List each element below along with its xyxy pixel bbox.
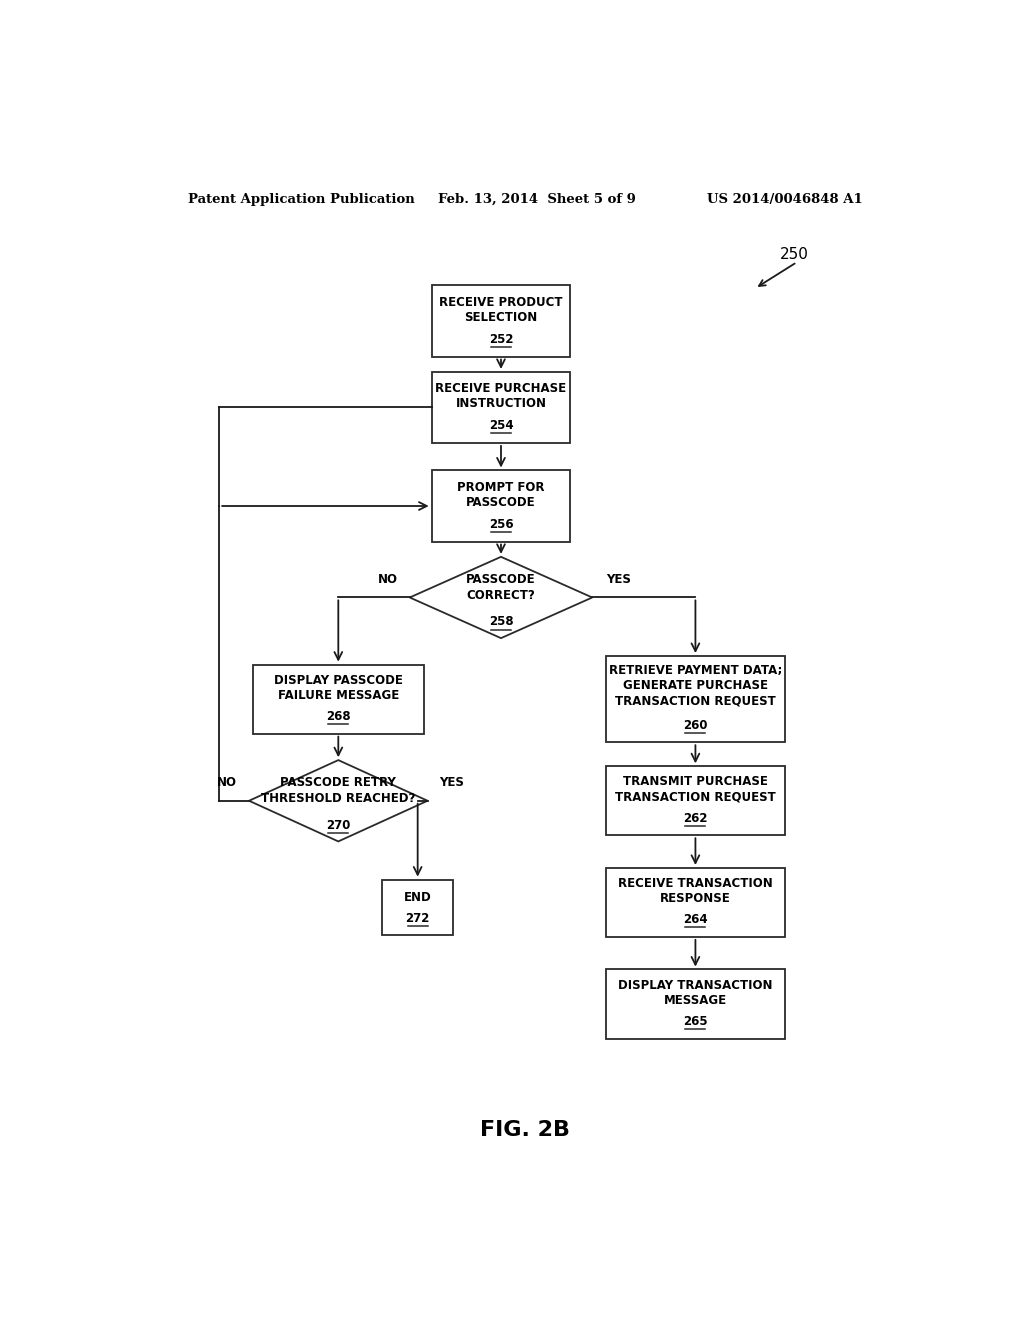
Text: Feb. 13, 2014  Sheet 5 of 9: Feb. 13, 2014 Sheet 5 of 9 [437, 193, 635, 206]
Text: 262: 262 [683, 812, 708, 825]
Text: YES: YES [439, 776, 464, 789]
Text: 256: 256 [488, 517, 513, 531]
Text: FIG. 2B: FIG. 2B [480, 1121, 569, 1140]
Text: 270: 270 [326, 818, 350, 832]
Text: 268: 268 [326, 710, 350, 723]
Polygon shape [249, 760, 428, 841]
Text: DISPLAY TRANSACTION
MESSAGE: DISPLAY TRANSACTION MESSAGE [618, 978, 773, 1007]
Bar [431, 285, 570, 356]
Text: 272: 272 [406, 912, 430, 924]
Text: RETRIEVE PAYMENT DATA;
GENERATE PURCHASE
TRANSACTION REQUEST: RETRIEVE PAYMENT DATA; GENERATE PURCHASE… [608, 664, 782, 708]
Polygon shape [410, 557, 592, 638]
Text: END: END [403, 891, 431, 904]
Bar [253, 664, 424, 734]
Text: 252: 252 [488, 333, 513, 346]
Text: NO: NO [217, 776, 237, 789]
Text: PASSCODE RETRY
THRESHOLD REACHED?: PASSCODE RETRY THRESHOLD REACHED? [261, 776, 416, 805]
Text: 250: 250 [780, 247, 809, 263]
Text: 265: 265 [683, 1015, 708, 1028]
Text: DISPLAY PASSCODE
FAILURE MESSAGE: DISPLAY PASSCODE FAILURE MESSAGE [273, 673, 402, 702]
Text: RECEIVE PURCHASE
INSTRUCTION: RECEIVE PURCHASE INSTRUCTION [435, 381, 566, 411]
Bar [606, 969, 784, 1039]
Text: 258: 258 [488, 615, 513, 628]
Text: NO: NO [378, 573, 397, 586]
Text: Patent Application Publication: Patent Application Publication [187, 193, 415, 206]
Bar [606, 867, 784, 937]
Text: US 2014/0046848 A1: US 2014/0046848 A1 [708, 193, 863, 206]
Text: TRANSMIT PURCHASE
TRANSACTION REQUEST: TRANSMIT PURCHASE TRANSACTION REQUEST [615, 775, 776, 804]
Bar [606, 656, 784, 742]
Text: YES: YES [606, 573, 631, 586]
Bar [431, 470, 570, 541]
Text: 254: 254 [488, 420, 513, 432]
Bar [606, 766, 784, 836]
Bar [382, 879, 454, 936]
Text: PROMPT FOR
PASSCODE: PROMPT FOR PASSCODE [458, 480, 545, 510]
Text: 260: 260 [683, 718, 708, 731]
Text: RECEIVE TRANSACTION
RESPONSE: RECEIVE TRANSACTION RESPONSE [618, 876, 773, 906]
Bar [431, 372, 570, 444]
Text: RECEIVE PRODUCT
SELECTION: RECEIVE PRODUCT SELECTION [439, 296, 563, 325]
Text: 264: 264 [683, 913, 708, 927]
Text: PASSCODE
CORRECT?: PASSCODE CORRECT? [466, 573, 536, 602]
